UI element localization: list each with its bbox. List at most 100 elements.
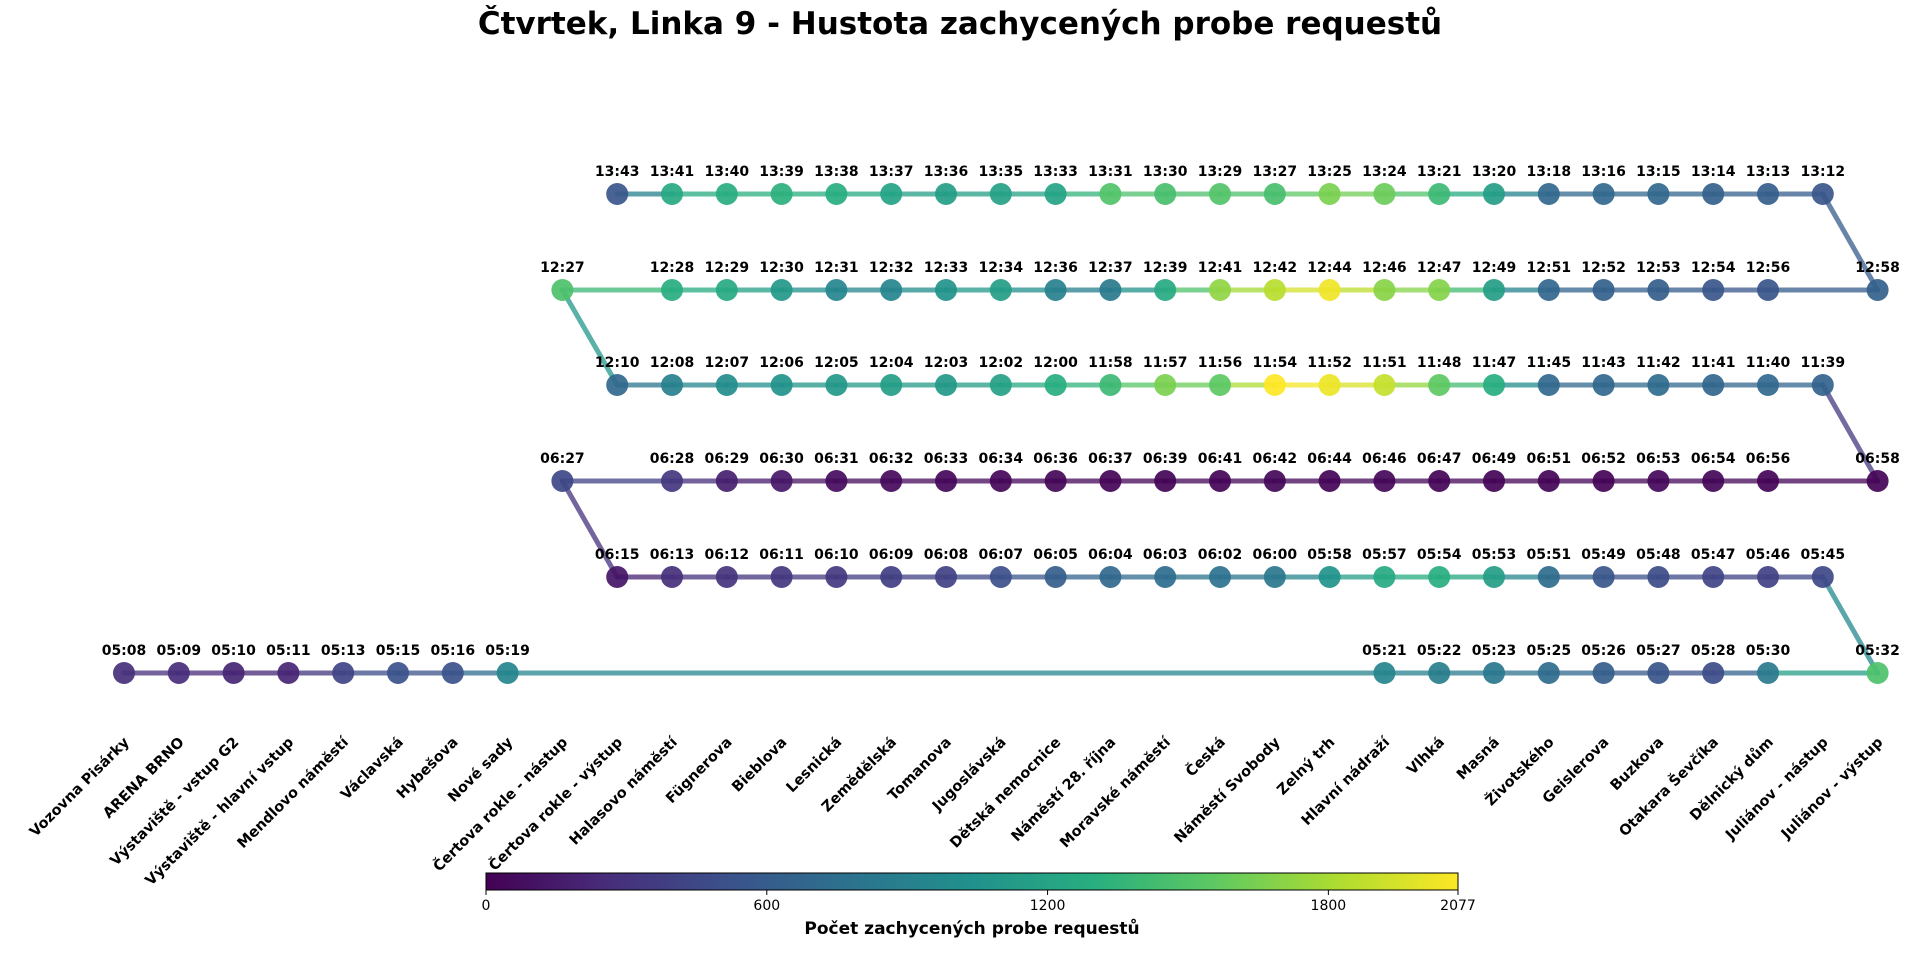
time-label: 13:31 bbox=[1088, 164, 1133, 180]
time-label: 12:51 bbox=[1527, 260, 1572, 276]
stop-marker bbox=[1428, 470, 1451, 492]
time-label: 06:03 bbox=[1143, 547, 1188, 563]
stop-marker bbox=[167, 662, 190, 684]
time-label: 06:32 bbox=[869, 451, 914, 467]
stop-marker bbox=[935, 566, 957, 588]
time-label: 06:31 bbox=[814, 451, 859, 467]
time-label: 13:13 bbox=[1746, 164, 1791, 180]
stop-marker bbox=[1537, 662, 1560, 684]
stop-marker bbox=[277, 662, 300, 684]
stop-marker bbox=[825, 183, 848, 205]
time-label: 05:19 bbox=[485, 643, 530, 659]
chart-title: Čtvrtek, Linka 9 - Hustota zachycených p… bbox=[478, 5, 1442, 42]
stop-marker bbox=[606, 374, 629, 396]
stop-marker bbox=[1757, 279, 1779, 301]
time-label: 06:04 bbox=[1088, 547, 1133, 563]
stop-marker bbox=[1428, 279, 1451, 301]
stop-marker bbox=[1209, 279, 1231, 301]
stop-label: Halasovo náměstí bbox=[567, 734, 682, 849]
time-label: 11:51 bbox=[1362, 355, 1407, 371]
stop-marker bbox=[1099, 279, 1122, 301]
stop-marker bbox=[1318, 279, 1341, 301]
stop-marker bbox=[1537, 470, 1560, 492]
stop-marker bbox=[880, 279, 903, 301]
stop-marker bbox=[661, 183, 683, 205]
stop-marker bbox=[825, 374, 848, 396]
stop-marker bbox=[1702, 566, 1725, 588]
stop-marker bbox=[1099, 470, 1122, 492]
stop-marker bbox=[1209, 374, 1231, 396]
stop-marker bbox=[1647, 279, 1670, 301]
time-label: 05:28 bbox=[1691, 643, 1736, 659]
time-label: 05:45 bbox=[1801, 547, 1846, 563]
time-label: 11:43 bbox=[1581, 355, 1626, 371]
time-label: 06:39 bbox=[1143, 451, 1188, 467]
stop-label: Mendlovo náměstí bbox=[235, 734, 353, 852]
time-label: 05:09 bbox=[157, 643, 202, 659]
time-label: 06:00 bbox=[1253, 547, 1298, 563]
stop-marker bbox=[1592, 279, 1615, 301]
time-label: 06:44 bbox=[1307, 451, 1352, 467]
stop-marker bbox=[1263, 279, 1286, 301]
stop-marker bbox=[1702, 662, 1725, 684]
time-label: 12:36 bbox=[1033, 260, 1078, 276]
time-label: 13:36 bbox=[924, 164, 969, 180]
time-label: 06:07 bbox=[979, 547, 1024, 563]
stop-marker bbox=[1044, 183, 1067, 205]
time-label: 06:56 bbox=[1746, 451, 1791, 467]
stop-label: Otakara Ševčíka bbox=[1615, 733, 1722, 840]
time-label: 13:25 bbox=[1307, 164, 1352, 180]
stop-marker bbox=[1866, 279, 1889, 301]
stop-marker bbox=[661, 279, 683, 301]
time-label: 12:46 bbox=[1362, 260, 1407, 276]
stop-marker bbox=[1647, 183, 1670, 205]
colorbar-tick-label: 1800 bbox=[1311, 898, 1347, 914]
stop-marker bbox=[1483, 662, 1505, 684]
time-label: 12:07 bbox=[705, 355, 750, 371]
stop-marker bbox=[1537, 279, 1560, 301]
stop-label: Náměstí 28. října bbox=[1009, 735, 1120, 846]
stop-marker bbox=[1373, 279, 1396, 301]
stop-marker bbox=[1811, 566, 1834, 588]
time-label: 12:52 bbox=[1581, 260, 1626, 276]
stop-marker bbox=[935, 470, 957, 492]
time-label: 11:52 bbox=[1307, 355, 1352, 371]
transfer-segment bbox=[1820, 382, 1881, 484]
time-label: 12:08 bbox=[650, 355, 695, 371]
stop-marker bbox=[1866, 662, 1889, 684]
stop-marker bbox=[1209, 566, 1231, 588]
time-label: 06:30 bbox=[759, 451, 804, 467]
stop-marker bbox=[1099, 566, 1122, 588]
stop-marker bbox=[880, 470, 903, 492]
transfer-segment bbox=[1820, 574, 1881, 676]
stop-marker bbox=[770, 374, 793, 396]
stop-marker bbox=[715, 566, 738, 588]
stop-marker bbox=[1044, 566, 1067, 588]
stop-marker bbox=[1702, 183, 1725, 205]
stop-marker bbox=[606, 183, 629, 205]
time-label: 12:32 bbox=[869, 260, 914, 276]
stop-marker bbox=[1263, 183, 1286, 205]
colorbar-tick-label: 2077 bbox=[1440, 898, 1476, 914]
time-label: 12:44 bbox=[1307, 260, 1352, 276]
stop-marker bbox=[715, 470, 738, 492]
time-label: 13:16 bbox=[1581, 164, 1626, 180]
time-label: 06:11 bbox=[759, 547, 804, 563]
time-label: 12:49 bbox=[1472, 260, 1517, 276]
time-label: 13:14 bbox=[1691, 164, 1736, 180]
stop-marker bbox=[1154, 374, 1177, 396]
stop-marker bbox=[222, 662, 245, 684]
time-label: 13:38 bbox=[814, 164, 859, 180]
time-label: 05:58 bbox=[1307, 547, 1352, 563]
time-label: 05:21 bbox=[1362, 643, 1407, 659]
time-label: 12:00 bbox=[1033, 355, 1078, 371]
stop-marker bbox=[1866, 470, 1889, 492]
time-label: 11:42 bbox=[1636, 355, 1681, 371]
time-label: 12:27 bbox=[540, 260, 585, 276]
stop-marker bbox=[1263, 470, 1286, 492]
time-label: 06:54 bbox=[1691, 451, 1736, 467]
time-label: 13:21 bbox=[1417, 164, 1462, 180]
transfer-segment bbox=[559, 478, 620, 580]
stop-marker bbox=[1811, 374, 1834, 396]
time-label: 06:36 bbox=[1033, 451, 1078, 467]
